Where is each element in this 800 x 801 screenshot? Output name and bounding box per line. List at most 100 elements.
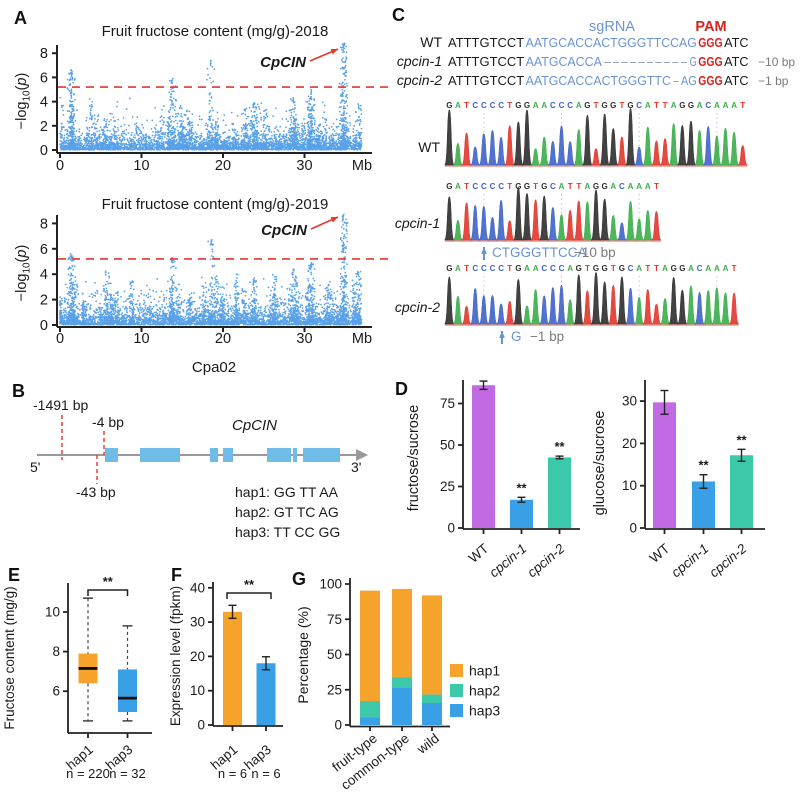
svg-text:G: G	[619, 264, 625, 273]
svg-text:A: A	[688, 264, 694, 273]
svg-text:T: T	[654, 182, 659, 191]
svg-text:**: **	[516, 480, 527, 495]
svg-text:T: T	[507, 101, 512, 110]
svg-text:hap2: GT TC AG: hap2: GT TC AG	[235, 504, 339, 520]
svg-text:20: 20	[622, 436, 637, 451]
svg-text:20: 20	[215, 158, 231, 174]
svg-text:50: 50	[327, 647, 342, 662]
svg-text:ATC: ATC	[724, 73, 748, 88]
svg-text:G: G	[627, 101, 633, 110]
svg-text:30: 30	[296, 158, 312, 174]
svg-text:C: C	[490, 182, 496, 191]
svg-text:**: **	[698, 458, 709, 473]
svg-text:−1 bp: −1 bp	[758, 74, 789, 88]
svg-text:75: 75	[327, 612, 342, 627]
svg-text:C: C	[472, 182, 478, 191]
svg-text:AATGCACCACTGGGTTC: AATGCACCACTGGGTTC	[526, 73, 671, 88]
svg-text:G: G	[602, 264, 608, 273]
svg-text:**: **	[244, 577, 255, 592]
svg-text:ATC: ATC	[724, 54, 748, 69]
svg-text:C: C	[481, 182, 487, 191]
svg-text:2: 2	[40, 293, 48, 309]
svg-text:2: 2	[40, 119, 48, 135]
svg-text:C: C	[481, 264, 487, 273]
svg-text:100: 100	[319, 577, 342, 592]
svg-text:**: **	[103, 574, 114, 589]
svg-text:n = 32: n = 32	[109, 766, 146, 781]
svg-text:PAM: PAM	[695, 19, 726, 35]
panel-label-g: G	[292, 569, 307, 589]
svg-text:G: G	[602, 182, 608, 191]
svg-text:A: A	[697, 101, 703, 110]
svg-text:-4 bp: -4 bp	[92, 414, 124, 430]
svg-text:G: G	[515, 264, 521, 273]
svg-text:T: T	[507, 182, 512, 191]
svg-text:25: 25	[327, 682, 342, 697]
svg-text:0: 0	[56, 331, 64, 347]
svg-text:T: T	[732, 264, 737, 273]
svg-text:C: C	[550, 101, 556, 110]
svg-text:G: G	[602, 101, 608, 110]
svg-text:−log10(p): −log10(p)	[14, 245, 33, 302]
svg-text:A: A	[576, 101, 582, 110]
svg-text:n = 220: n = 220	[66, 766, 110, 781]
svg-text:A: A	[455, 101, 461, 110]
svg-text:G: G	[524, 101, 530, 110]
svg-text:wild: wild	[413, 731, 441, 758]
svg-text:CpCIN: CpCIN	[261, 222, 308, 239]
svg-text:0: 0	[629, 521, 637, 536]
panel-label-b: B	[12, 381, 25, 401]
svg-text:Percentage (%): Percentage (%)	[295, 606, 311, 703]
svg-text:C: C	[472, 101, 478, 110]
svg-text:GGG: GGG	[698, 73, 722, 88]
svg-text:-1491 bp: -1491 bp	[33, 397, 88, 413]
svg-text:C: C	[550, 182, 556, 191]
svg-text:GGG: GGG	[698, 54, 722, 69]
manhattan-plot-2019: Fruit fructose content (mg/g)-2019 −log10…	[14, 196, 388, 376]
svg-text:A: A	[645, 101, 651, 110]
svg-text:G: G	[515, 101, 521, 110]
svg-text:75: 75	[440, 396, 455, 411]
svg-text:hap3: hap3	[469, 703, 500, 719]
svg-text:**: **	[736, 432, 747, 447]
svg-text:cpcin-2: cpcin-2	[395, 299, 440, 315]
manhattan-plot-2018: Fruit fructose content (mg/g)-2018 −log10…	[14, 23, 388, 174]
svg-text:AG: AG	[681, 73, 697, 88]
svg-text:hap2: hap2	[469, 683, 500, 699]
svg-text:G: G	[671, 264, 677, 273]
svg-text:G: G	[524, 182, 530, 191]
svg-text:8: 8	[40, 216, 48, 232]
svg-text:G: G	[610, 101, 616, 110]
svg-text:cpcin-1: cpcin-1	[397, 53, 442, 69]
panel-label-f: F	[171, 565, 182, 585]
svg-text:Fructose content (mg/g): Fructose content (mg/g)	[2, 586, 17, 729]
svg-text:C: C	[619, 182, 625, 191]
svg-text:G: G	[446, 101, 452, 110]
svg-text:C: C	[567, 101, 573, 110]
svg-text:0: 0	[40, 318, 48, 334]
svg-text:−log10(p): −log10(p)	[14, 73, 33, 130]
svg-text:T: T	[464, 264, 469, 273]
svg-text:A: A	[645, 182, 651, 191]
svg-text:T: T	[654, 264, 659, 273]
svg-text:A: A	[636, 182, 642, 191]
svg-text:C: C	[550, 264, 556, 273]
svg-text:Mb: Mb	[352, 158, 372, 174]
svg-text:C: C	[541, 264, 547, 273]
svg-text:G: G	[593, 182, 599, 191]
svg-text:ATTTGTCCT: ATTTGTCCT	[448, 54, 524, 69]
svg-text:A: A	[533, 101, 539, 110]
svg-text:C: C	[705, 101, 711, 110]
svg-text:A: A	[455, 264, 461, 273]
svg-text:−10 bp: −10 bp	[574, 245, 616, 260]
svg-text:cpcin-1: cpcin-1	[395, 215, 440, 231]
svg-text:T: T	[619, 101, 624, 110]
svg-text:C: C	[559, 101, 565, 110]
svg-text:G: G	[679, 264, 685, 273]
svg-text:10: 10	[45, 605, 60, 620]
svg-text:ATTTGTCCT: ATTTGTCCT	[448, 35, 524, 50]
svg-text:CpCIN: CpCIN	[232, 417, 277, 434]
svg-text:6: 6	[52, 684, 60, 699]
